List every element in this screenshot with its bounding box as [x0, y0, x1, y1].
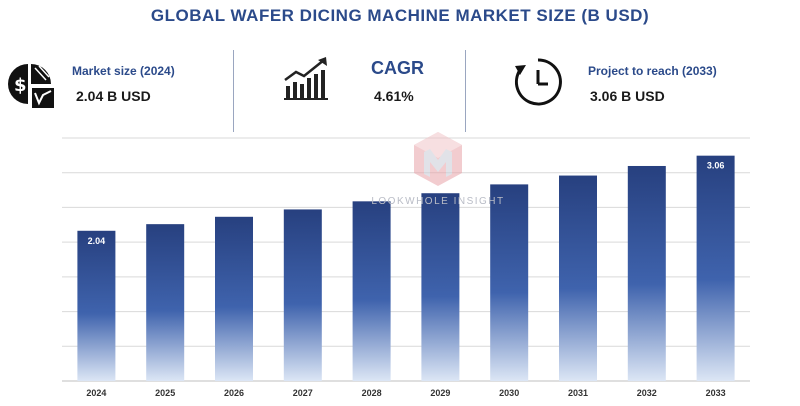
- data-label: 2.04: [88, 236, 106, 246]
- x-tick-label: 2027: [293, 388, 313, 398]
- kpi-divider: [465, 50, 466, 132]
- market-size-label: Market size (2024): [72, 64, 175, 78]
- clock-refresh-icon: [512, 56, 564, 108]
- market-size-value: 2.04 B USD: [76, 88, 151, 104]
- x-tick-label: 2026: [224, 388, 244, 398]
- cagr-label: CAGR: [371, 58, 424, 78]
- x-tick-label: 2025: [155, 388, 175, 398]
- projection-label: Project to reach (2033): [588, 64, 717, 78]
- bar-2027: [283, 209, 322, 381]
- bar-2030: [490, 184, 529, 381]
- projection-value: 3.06 B USD: [590, 88, 665, 104]
- kpi-divider: [233, 50, 234, 132]
- watermark-text: LOOKWHOLE INSIGHT: [371, 196, 505, 207]
- x-tick-label: 2030: [499, 388, 519, 398]
- bar-2029: [421, 193, 460, 381]
- kpi-row: $ Market size (2024) 2.04 B USD CAGR 4.6…: [0, 48, 800, 136]
- bar-2033: [696, 155, 735, 381]
- bar-2032: [627, 165, 666, 381]
- x-tick-label: 2033: [706, 388, 726, 398]
- bar-2026: [215, 216, 253, 381]
- svg-text:$: $: [14, 75, 27, 96]
- x-tick-label: 2032: [637, 388, 657, 398]
- bar-2028: [352, 201, 391, 381]
- growth-chart-icon: [282, 56, 332, 102]
- bar-2031: [559, 175, 597, 381]
- bar-2024: [77, 230, 116, 381]
- x-tick-label: 2031: [568, 388, 588, 398]
- x-tick-label: 2029: [430, 388, 450, 398]
- data-label: 3.06: [707, 161, 725, 171]
- x-tick-label: 2024: [86, 388, 106, 398]
- bar-2025: [146, 224, 185, 381]
- dollar-pie-icon: $: [6, 58, 58, 116]
- x-tick-label: 2028: [362, 388, 382, 398]
- chart-title: GLOBAL WAFER DICING MACHINE MARKET SIZE …: [150, 6, 650, 25]
- cagr-value: 4.61%: [374, 88, 414, 104]
- watermark-logo: [368, 130, 508, 210]
